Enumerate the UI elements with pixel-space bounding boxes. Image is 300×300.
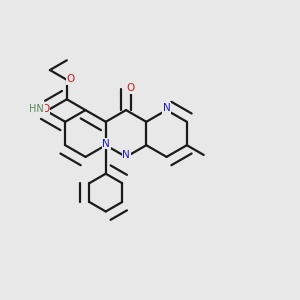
- Text: N: N: [122, 150, 130, 161]
- Text: N: N: [102, 139, 110, 149]
- Text: N: N: [163, 103, 170, 113]
- Text: HN: HN: [29, 104, 44, 114]
- Text: O: O: [42, 104, 50, 114]
- Text: O: O: [126, 83, 134, 93]
- Text: O: O: [67, 74, 75, 85]
